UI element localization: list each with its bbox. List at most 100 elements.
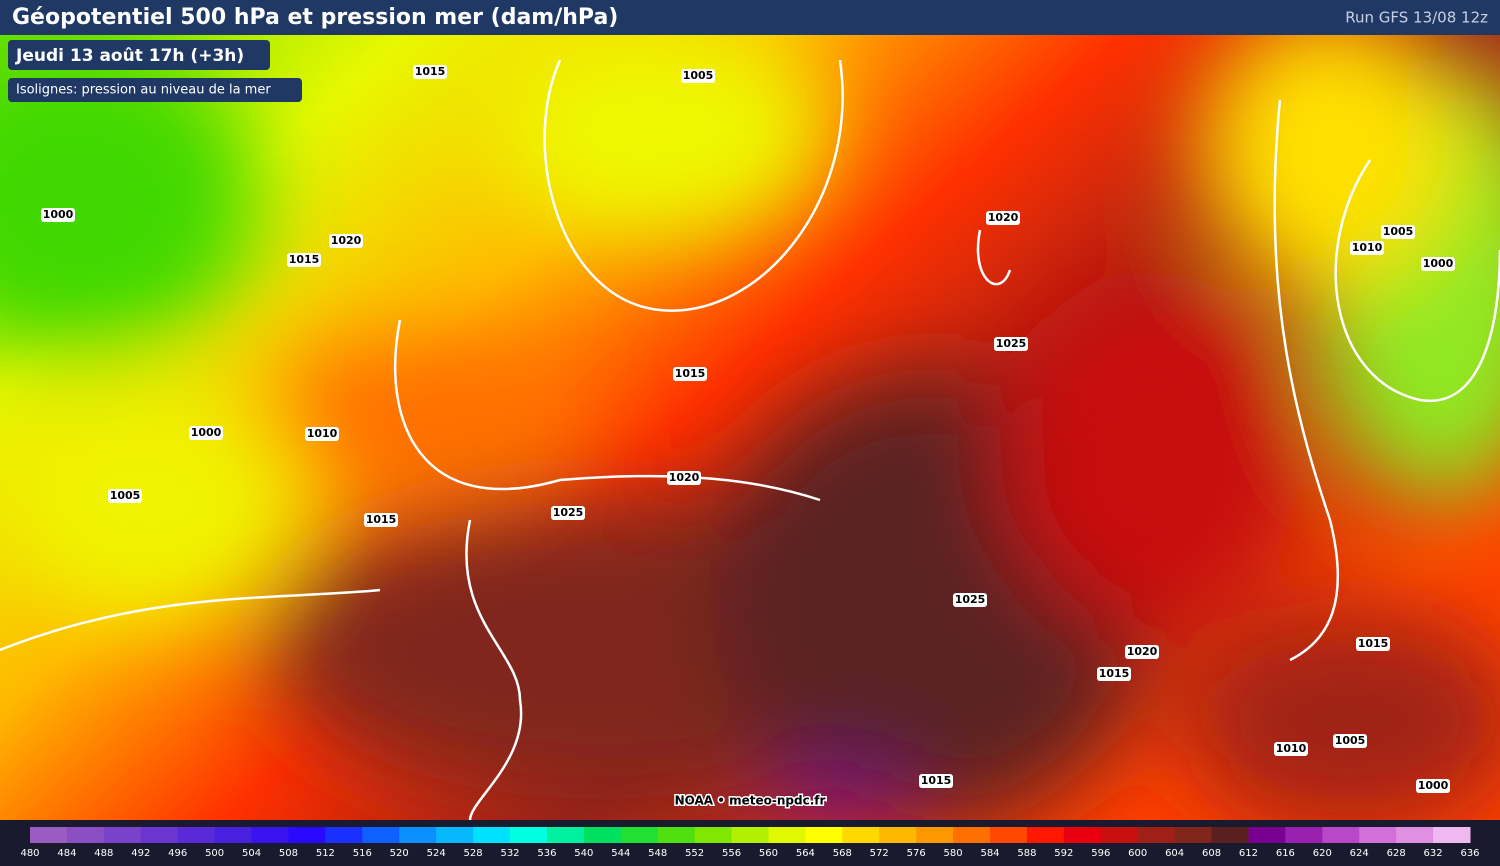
isolines-box bbox=[8, 78, 302, 102]
scale-swatch bbox=[842, 827, 880, 843]
isobar-label: 1020 bbox=[331, 234, 362, 247]
scale-swatch bbox=[1396, 827, 1434, 843]
isobar-label-bg bbox=[1421, 257, 1455, 271]
scale-swatch bbox=[620, 827, 659, 843]
scale-label: 564 bbox=[796, 848, 815, 859]
scale-label: 624 bbox=[1350, 848, 1369, 859]
credit: NOAA • meteo-npdc.fr bbox=[675, 794, 826, 808]
isobar-label-bg bbox=[108, 489, 142, 503]
scale-swatch bbox=[436, 827, 474, 843]
scale-label: 620 bbox=[1313, 848, 1332, 859]
scale-swatch bbox=[1359, 827, 1397, 843]
scale-label: 588 bbox=[1017, 848, 1036, 859]
scale-label: 612 bbox=[1239, 848, 1258, 859]
scale-swatch bbox=[30, 827, 68, 843]
scale-label: 596 bbox=[1091, 848, 1110, 859]
scale-swatch bbox=[1433, 827, 1471, 843]
isobar-label: 1005 bbox=[110, 489, 141, 502]
isobar-label: 1010 bbox=[1276, 742, 1307, 755]
scale-swatch bbox=[694, 827, 733, 843]
scale-label: 628 bbox=[1387, 848, 1406, 859]
scale-swatch bbox=[1137, 827, 1176, 843]
scale-swatch bbox=[953, 827, 991, 843]
scale-label: 512 bbox=[316, 848, 335, 859]
isobar-label: 1015 bbox=[921, 774, 952, 787]
isobar-label: 1020 bbox=[1127, 645, 1158, 658]
scale-label: 520 bbox=[390, 848, 409, 859]
isobar-label: 1000 bbox=[191, 426, 222, 439]
scale-label: 548 bbox=[648, 848, 667, 859]
geopotential-field bbox=[0, 10, 1500, 830]
scale-label: 540 bbox=[574, 848, 593, 859]
scale-swatch bbox=[140, 827, 179, 843]
scale-label: 484 bbox=[57, 848, 76, 859]
scale-label: 480 bbox=[20, 848, 39, 859]
scale-label: 556 bbox=[722, 848, 741, 859]
scale-label: 568 bbox=[833, 848, 852, 859]
isobar-label-bg bbox=[919, 774, 953, 788]
scale-label: 528 bbox=[464, 848, 483, 859]
isobar-label: 1025 bbox=[553, 506, 584, 519]
scale-swatch bbox=[1322, 827, 1360, 843]
scale-swatch bbox=[66, 827, 105, 843]
scale-label: 524 bbox=[427, 848, 446, 859]
isobar-label-bg bbox=[551, 506, 585, 520]
scale-label: 544 bbox=[611, 848, 630, 859]
scale-swatch bbox=[177, 827, 216, 843]
scale-label: 576 bbox=[907, 848, 926, 859]
isobar-label-bg bbox=[953, 593, 987, 607]
scale-swatch bbox=[1100, 827, 1139, 843]
isobar-label-bg bbox=[1125, 645, 1159, 659]
isobar-label-bg bbox=[681, 69, 715, 83]
scale-swatch bbox=[214, 827, 253, 843]
scale-swatch bbox=[879, 827, 917, 843]
scale-swatch bbox=[473, 827, 511, 843]
scale-label: 496 bbox=[168, 848, 187, 859]
isobar-label-bg bbox=[287, 253, 321, 267]
isobar-label: 1025 bbox=[955, 593, 986, 606]
scale-swatch bbox=[1174, 827, 1213, 843]
isobar-label-bg bbox=[329, 234, 363, 248]
scale-swatch bbox=[583, 827, 622, 843]
scale-label: 552 bbox=[685, 848, 704, 859]
scale-label: 516 bbox=[353, 848, 372, 859]
isobar-label: 1005 bbox=[1383, 225, 1414, 238]
scale-label: 560 bbox=[759, 848, 778, 859]
scale-label: 532 bbox=[500, 848, 519, 859]
isobar-label: 1015 bbox=[1099, 667, 1130, 680]
isobar-label: 1000 bbox=[1423, 257, 1454, 270]
isobar-label: 1000 bbox=[1418, 779, 1449, 792]
isobar-label: 1015 bbox=[675, 367, 706, 380]
isobar-label-bg bbox=[1350, 241, 1384, 255]
scale-label: 488 bbox=[94, 848, 113, 859]
isobar-label-bg bbox=[1333, 734, 1367, 748]
scale-label: 616 bbox=[1276, 848, 1295, 859]
scale-label: 584 bbox=[980, 848, 999, 859]
isobar-label-bg bbox=[1274, 742, 1308, 756]
isobar-label-bg bbox=[994, 337, 1028, 351]
isobar-label: 1015 bbox=[415, 65, 446, 78]
isobar-label: 1020 bbox=[669, 471, 700, 484]
isobar-label: 1005 bbox=[683, 69, 714, 82]
scale-swatch bbox=[657, 827, 696, 843]
scale-label: 508 bbox=[279, 848, 298, 859]
isobar-label: 1015 bbox=[1358, 637, 1389, 650]
scale-label: 600 bbox=[1128, 848, 1147, 859]
date-label: Jeudi 13 août 17h (+3h) bbox=[15, 46, 244, 66]
isobar-label: 1015 bbox=[289, 253, 320, 266]
scale-swatch bbox=[805, 827, 843, 843]
isobar-label: 1000 bbox=[43, 208, 74, 221]
date-box bbox=[8, 40, 270, 70]
isobar-label-bg bbox=[364, 513, 398, 527]
isobar-label-bg bbox=[413, 65, 447, 79]
isobar-label: 1010 bbox=[1352, 241, 1383, 254]
isolines-label: Isolignes: pression au niveau de la mer bbox=[16, 83, 271, 98]
isobar-label-bg bbox=[189, 426, 223, 440]
scale-swatch bbox=[731, 827, 769, 843]
isobar-label: 1015 bbox=[366, 513, 397, 526]
scale-label: 604 bbox=[1165, 848, 1184, 859]
scale-swatch bbox=[990, 827, 1028, 843]
scale-label: 492 bbox=[131, 848, 150, 859]
title: Géopotentiel 500 hPa et pression mer (da… bbox=[12, 5, 618, 30]
